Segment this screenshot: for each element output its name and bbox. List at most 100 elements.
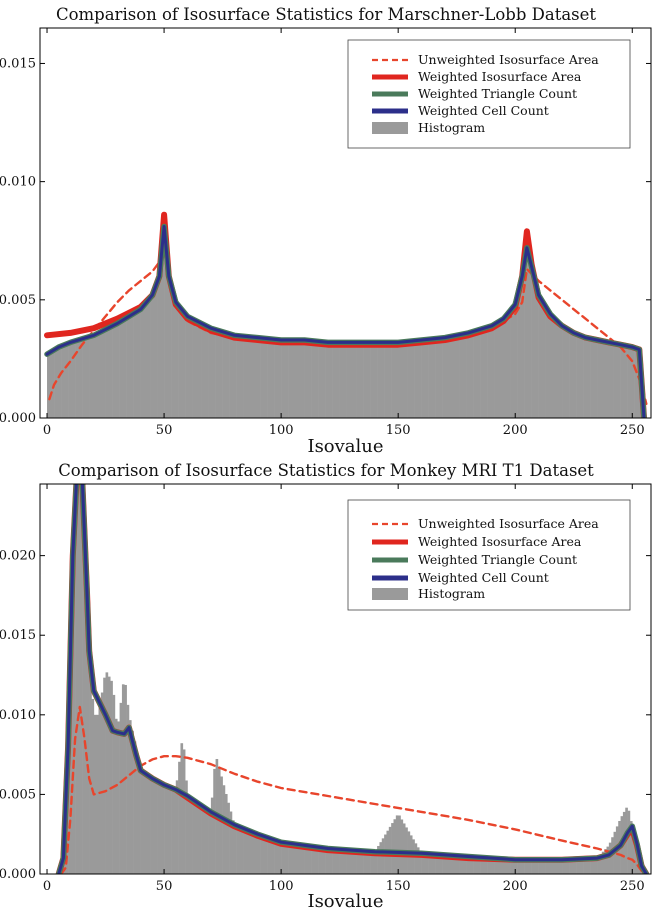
histogram-bar bbox=[135, 311, 139, 418]
legend-label: Weighted Cell Count bbox=[418, 103, 549, 118]
histogram-bar bbox=[482, 328, 486, 418]
chart-panel-2: Comparison of Isosurface Statistics for … bbox=[0, 461, 652, 912]
histogram-bar bbox=[503, 858, 507, 874]
histogram-bar bbox=[154, 780, 158, 874]
histogram-bar bbox=[208, 811, 212, 874]
histogram-bar bbox=[274, 840, 277, 874]
histogram-bar bbox=[236, 826, 240, 874]
histogram-bar bbox=[292, 843, 296, 874]
histogram-bar bbox=[206, 809, 209, 874]
histogram-bar bbox=[107, 327, 111, 418]
histogram-bar bbox=[229, 811, 233, 874]
histogram-bar bbox=[508, 859, 511, 874]
histogram-bar bbox=[634, 348, 638, 418]
histogram-bar bbox=[543, 304, 546, 418]
histogram-bar bbox=[484, 857, 488, 874]
histogram-bar bbox=[260, 337, 263, 418]
histogram-bar bbox=[178, 306, 181, 418]
series-line-4 bbox=[57, 484, 648, 874]
histogram-bar bbox=[550, 859, 553, 874]
histogram-bar bbox=[77, 484, 81, 874]
histogram-bar bbox=[512, 859, 516, 874]
histogram-bar bbox=[344, 342, 347, 418]
histogram-bar bbox=[636, 349, 640, 418]
histogram-bar bbox=[288, 340, 291, 418]
histogram-bar bbox=[363, 342, 366, 418]
histogram-bar bbox=[281, 842, 284, 874]
histogram-bar bbox=[430, 338, 434, 418]
histogram-bar bbox=[166, 263, 170, 418]
histogram-bar bbox=[86, 337, 90, 418]
histogram-bar bbox=[475, 857, 479, 874]
histogram-bar bbox=[508, 309, 511, 418]
histogram-bar bbox=[152, 779, 156, 874]
histogram-bar bbox=[61, 345, 64, 418]
legend-label: Weighted Triangle Count bbox=[418, 552, 577, 567]
histogram-bar bbox=[82, 484, 85, 874]
histogram-bar bbox=[173, 297, 177, 418]
histogram-bar bbox=[524, 859, 528, 874]
histogram-bar bbox=[398, 815, 401, 874]
histogram-bar bbox=[131, 730, 134, 874]
histogram-bar bbox=[302, 340, 305, 418]
histogram-bar bbox=[227, 333, 230, 418]
histogram-bar bbox=[601, 851, 605, 874]
histogram-bar bbox=[178, 761, 181, 874]
histogram-bar bbox=[243, 828, 247, 874]
y-tick-label: 0.000 bbox=[0, 867, 36, 882]
histogram-bar bbox=[262, 338, 266, 418]
histogram-bar bbox=[187, 796, 191, 874]
histogram-bar bbox=[346, 342, 350, 418]
histogram-bar bbox=[604, 849, 607, 874]
histogram-bar bbox=[271, 339, 275, 418]
histogram-bars bbox=[47, 237, 645, 418]
histogram-bar bbox=[159, 263, 163, 418]
histogram-bar bbox=[372, 851, 376, 874]
series-line-4 bbox=[45, 225, 646, 418]
histogram-bar bbox=[435, 854, 439, 874]
series-line-1 bbox=[48, 251, 648, 405]
histogram-bar bbox=[538, 859, 542, 874]
histogram-bar bbox=[367, 851, 371, 874]
histogram-bar bbox=[370, 342, 373, 418]
histogram-bar bbox=[229, 334, 233, 418]
histogram-bar bbox=[557, 322, 561, 418]
histogram-bar bbox=[370, 851, 373, 874]
histogram-bar bbox=[217, 330, 221, 418]
histogram-bar bbox=[323, 848, 326, 874]
legend-label: Histogram bbox=[418, 586, 485, 601]
histogram-bar bbox=[461, 334, 465, 418]
histogram-bar bbox=[477, 857, 481, 874]
histogram-bar bbox=[250, 831, 254, 874]
histogram-bar bbox=[459, 855, 462, 874]
histogram-bar bbox=[428, 853, 432, 874]
histogram-bar bbox=[622, 345, 626, 418]
histogram-bar bbox=[297, 844, 301, 874]
histogram-bar bbox=[440, 337, 443, 418]
histogram-bar bbox=[517, 288, 521, 418]
histogram-bar bbox=[473, 856, 476, 874]
histogram-bar bbox=[569, 859, 572, 874]
axes-frame bbox=[39, 483, 652, 875]
histogram-bar bbox=[599, 340, 603, 418]
histogram-bar bbox=[562, 326, 565, 418]
histogram-bar bbox=[105, 672, 109, 874]
histogram-bar bbox=[533, 280, 537, 418]
histogram-bar bbox=[91, 335, 95, 418]
histogram-bar bbox=[559, 859, 563, 874]
histogram-bar bbox=[220, 331, 223, 418]
histogram-bar bbox=[557, 859, 561, 874]
histogram-bar bbox=[119, 321, 123, 418]
histogram-bar bbox=[480, 857, 483, 874]
histogram-bar bbox=[143, 772, 146, 874]
histogram-bar bbox=[400, 819, 404, 874]
histogram-bar bbox=[330, 848, 333, 874]
histogram-bar bbox=[578, 335, 582, 418]
histogram-bar bbox=[276, 339, 280, 418]
histogram-bar bbox=[627, 810, 631, 874]
histogram-bar bbox=[524, 251, 528, 418]
histogram-bar bbox=[473, 331, 476, 418]
histogram-bar bbox=[489, 858, 493, 874]
histogram-bar bbox=[192, 799, 195, 874]
histogram-bar bbox=[124, 318, 127, 418]
